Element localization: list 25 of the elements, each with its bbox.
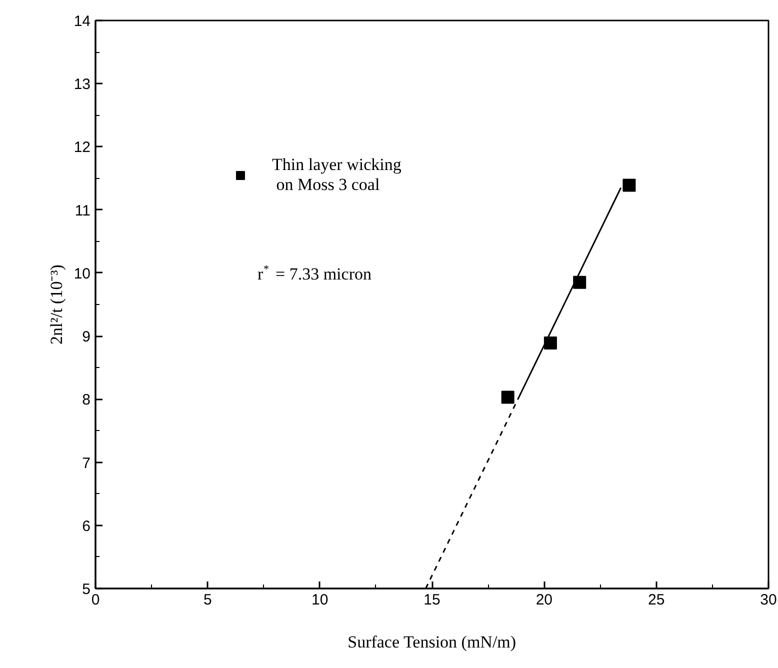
annotation: r* = 7.33 micron [258, 264, 372, 284]
y-tick-label: 11 [74, 202, 91, 220]
y-axis-title: 2nl²/t (10⁻³) [46, 264, 66, 344]
x-tick-label: 15 [424, 592, 440, 608]
point [573, 276, 586, 289]
y-tick-label: 14 [74, 13, 91, 30]
y-tick-label: 10 [74, 265, 91, 282]
x-tick-label: 5 [203, 592, 212, 608]
point [501, 390, 514, 404]
point [544, 336, 557, 350]
y-tick-label: 5 [82, 581, 90, 598]
point [622, 178, 636, 192]
legend-label: Thin layer wicking on Moss 3 coal [272, 155, 402, 195]
x-tick-label: 10 [311, 592, 328, 608]
y-tick-label: 6 [82, 518, 90, 535]
x-tick-label: 25 [648, 592, 665, 608]
y-tick-label: 13 [74, 76, 91, 94]
x-tick-label: 30 [760, 592, 777, 608]
y-tick-label: 12 [74, 139, 91, 156]
x-tick-label: 0 [91, 592, 100, 608]
y-tick-label: 7 [82, 454, 90, 472]
x-axis-title: Surface Tension (mN/m) [348, 632, 516, 652]
y-tick-label: 9 [82, 328, 90, 346]
y-tick-label: 8 [82, 392, 90, 409]
x-tick-label: 20 [536, 592, 553, 608]
